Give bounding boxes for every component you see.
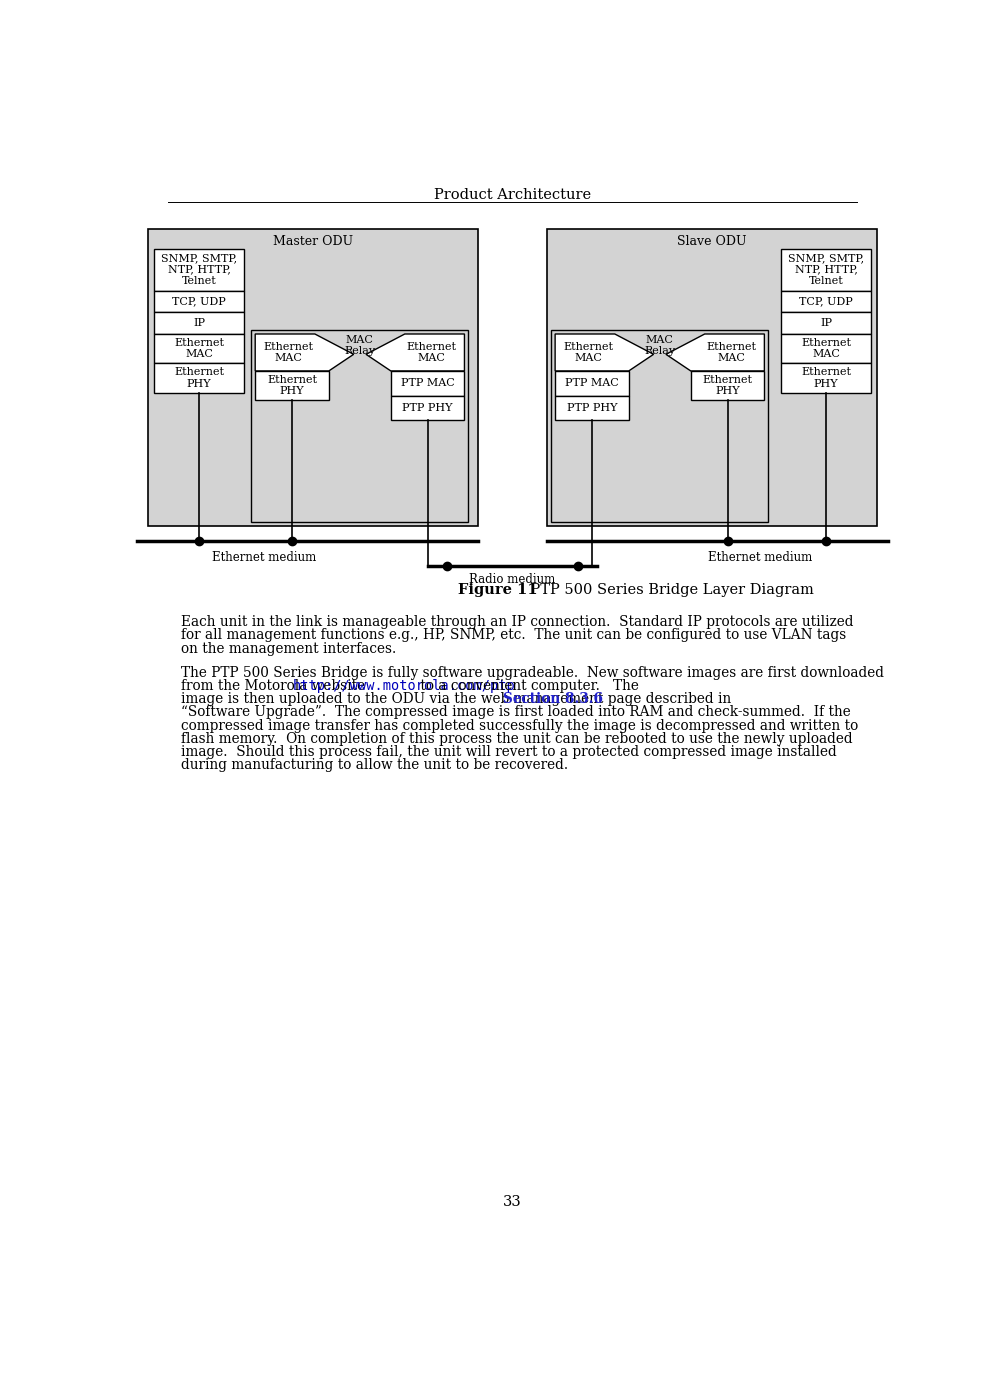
FancyBboxPatch shape — [781, 291, 871, 313]
FancyBboxPatch shape — [781, 333, 871, 364]
Text: PTP MAC: PTP MAC — [565, 379, 619, 389]
Text: for all management functions e.g., HP, SNMP, etc.  The unit can be configured to: for all management functions e.g., HP, S… — [181, 628, 846, 642]
Text: during manufacturing to allow the unit to be recovered.: during manufacturing to allow the unit t… — [181, 758, 568, 772]
FancyBboxPatch shape — [555, 371, 629, 395]
Text: IP: IP — [193, 318, 205, 328]
Text: PTP 500 Series Bridge Layer Diagram: PTP 500 Series Bridge Layer Diagram — [512, 583, 814, 597]
Text: Ethernet
MAC: Ethernet MAC — [263, 342, 313, 364]
Polygon shape — [366, 333, 464, 371]
Text: The PTP 500 Series Bridge is fully software upgradeable.  New software images ar: The PTP 500 Series Bridge is fully softw… — [181, 666, 884, 679]
Text: Ethernet
MAC: Ethernet MAC — [174, 338, 224, 360]
Text: Ethernet
PHY: Ethernet PHY — [267, 375, 317, 397]
FancyBboxPatch shape — [781, 248, 871, 291]
Text: SNMP, SMTP,
NTP, HTTP,
Telnet: SNMP, SMTP, NTP, HTTP, Telnet — [788, 254, 864, 287]
Text: Ethernet
MAC: Ethernet MAC — [407, 342, 457, 364]
Text: Master ODU: Master ODU — [273, 236, 353, 248]
FancyBboxPatch shape — [148, 229, 478, 526]
Text: Ethernet
PHY: Ethernet PHY — [174, 367, 224, 389]
FancyBboxPatch shape — [781, 313, 871, 333]
Polygon shape — [255, 333, 354, 371]
FancyBboxPatch shape — [255, 371, 329, 400]
FancyBboxPatch shape — [391, 395, 464, 420]
Text: compressed image transfer has completed successfully the image is decompressed a: compressed image transfer has completed … — [181, 718, 858, 733]
FancyBboxPatch shape — [555, 395, 629, 420]
Text: SNMP, SMTP,
NTP, HTTP,
Telnet: SNMP, SMTP, NTP, HTTP, Telnet — [161, 254, 237, 287]
FancyBboxPatch shape — [547, 229, 877, 526]
Text: image.  Should this process fail, the unit will revert to a protected compressed: image. Should this process fail, the uni… — [181, 745, 837, 759]
Polygon shape — [555, 333, 654, 371]
Text: TCP, UDP: TCP, UDP — [172, 296, 226, 307]
Text: “Software Upgrade”.  The compressed image is first loaded into RAM and check-sum: “Software Upgrade”. The compressed image… — [181, 706, 851, 719]
FancyBboxPatch shape — [391, 371, 464, 395]
FancyBboxPatch shape — [154, 364, 244, 393]
FancyBboxPatch shape — [251, 331, 468, 522]
Text: Ethernet
PHY: Ethernet PHY — [703, 375, 753, 397]
Text: from the Motorola website: from the Motorola website — [181, 679, 369, 693]
Text: 33: 33 — [503, 1196, 522, 1210]
Text: PTP PHY: PTP PHY — [567, 402, 617, 413]
Text: Ethernet
MAC: Ethernet MAC — [706, 342, 756, 364]
Text: on the management interfaces.: on the management interfaces. — [181, 642, 396, 656]
Text: MAC
Relay: MAC Relay — [344, 335, 375, 357]
FancyBboxPatch shape — [154, 291, 244, 313]
Text: Ethernet
PHY: Ethernet PHY — [801, 367, 851, 389]
Text: Ethernet
MAC: Ethernet MAC — [563, 342, 613, 364]
FancyBboxPatch shape — [691, 371, 764, 400]
Text: Slave ODU: Slave ODU — [677, 236, 747, 248]
Text: flash memory.  On completion of this process the unit can be rebooted to use the: flash memory. On completion of this proc… — [181, 732, 852, 745]
FancyBboxPatch shape — [551, 331, 768, 522]
Text: image is then uploaded to the ODU via the web management page described in: image is then uploaded to the ODU via th… — [181, 692, 735, 706]
Text: Product Architecture: Product Architecture — [434, 189, 591, 203]
Polygon shape — [666, 333, 764, 371]
Text: Ethernet medium: Ethernet medium — [708, 551, 813, 564]
FancyBboxPatch shape — [154, 313, 244, 333]
FancyBboxPatch shape — [154, 248, 244, 291]
Text: http://www.motorola.com/ptp: http://www.motorola.com/ptp — [293, 679, 515, 693]
Text: Radio medium: Radio medium — [469, 573, 556, 587]
Text: MAC
Relay: MAC Relay — [644, 335, 675, 357]
Text: Figure 11: Figure 11 — [458, 583, 538, 597]
Text: Ethernet medium: Ethernet medium — [212, 551, 317, 564]
Text: IP: IP — [820, 318, 832, 328]
Text: Section 8.3.6: Section 8.3.6 — [503, 692, 603, 706]
Text: Each unit in the link is manageable through an IP connection.  Standard IP proto: Each unit in the link is manageable thro… — [181, 615, 853, 628]
Text: TCP, UDP: TCP, UDP — [799, 296, 853, 307]
Text: to a convenient computer.   The: to a convenient computer. The — [416, 679, 639, 693]
FancyBboxPatch shape — [781, 364, 871, 393]
Text: PTP PHY: PTP PHY — [402, 402, 453, 413]
Text: PTP MAC: PTP MAC — [401, 379, 455, 389]
FancyBboxPatch shape — [154, 333, 244, 364]
Text: Ethernet
MAC: Ethernet MAC — [801, 338, 851, 360]
